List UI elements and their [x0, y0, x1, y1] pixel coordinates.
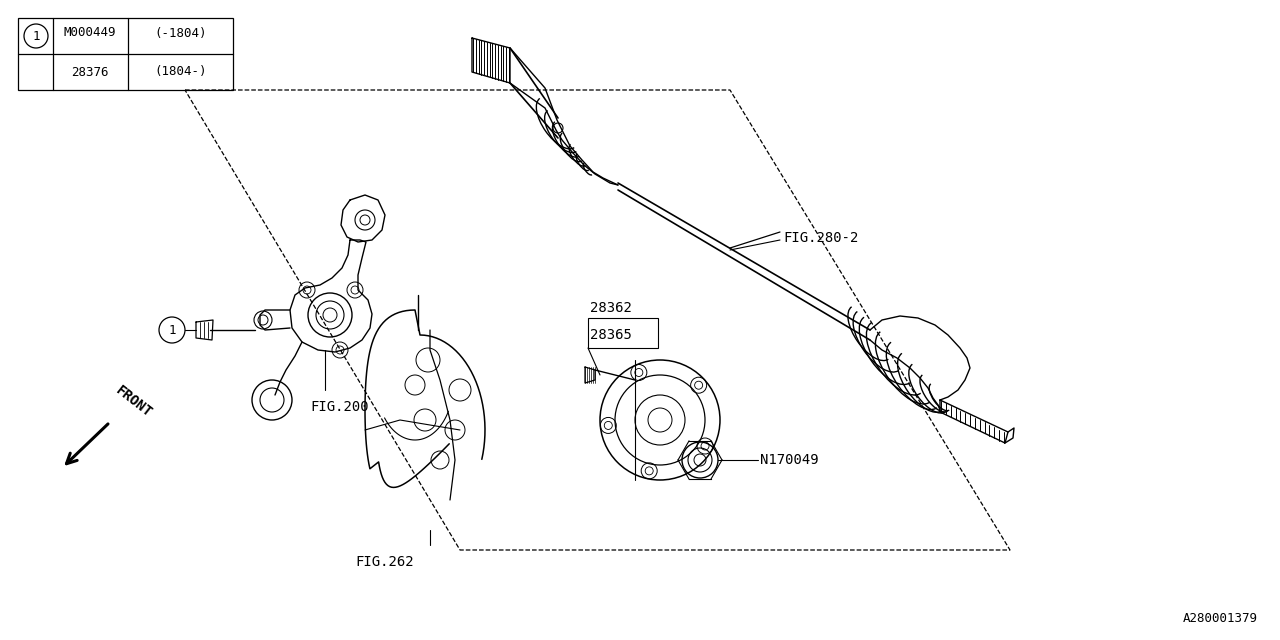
Text: 1: 1	[32, 29, 40, 42]
Text: N170049: N170049	[760, 453, 819, 467]
Text: FIG.262: FIG.262	[355, 555, 413, 569]
Text: 28365: 28365	[590, 328, 632, 342]
Text: FRONT: FRONT	[113, 383, 155, 420]
Bar	[588, 318, 658, 348]
Text: (-1804): (-1804)	[155, 26, 207, 40]
Text: (1804-): (1804-)	[155, 65, 207, 79]
Text: 28376: 28376	[72, 65, 109, 79]
Text: FIG.200: FIG.200	[310, 400, 369, 414]
Text: A280001379: A280001379	[1183, 612, 1258, 625]
Text: M000449: M000449	[64, 26, 116, 40]
Text: 1: 1	[168, 323, 175, 337]
Bar	[18, 18, 233, 90]
Text: 28362: 28362	[590, 301, 632, 315]
Text: FIG.280-2: FIG.280-2	[783, 231, 859, 245]
